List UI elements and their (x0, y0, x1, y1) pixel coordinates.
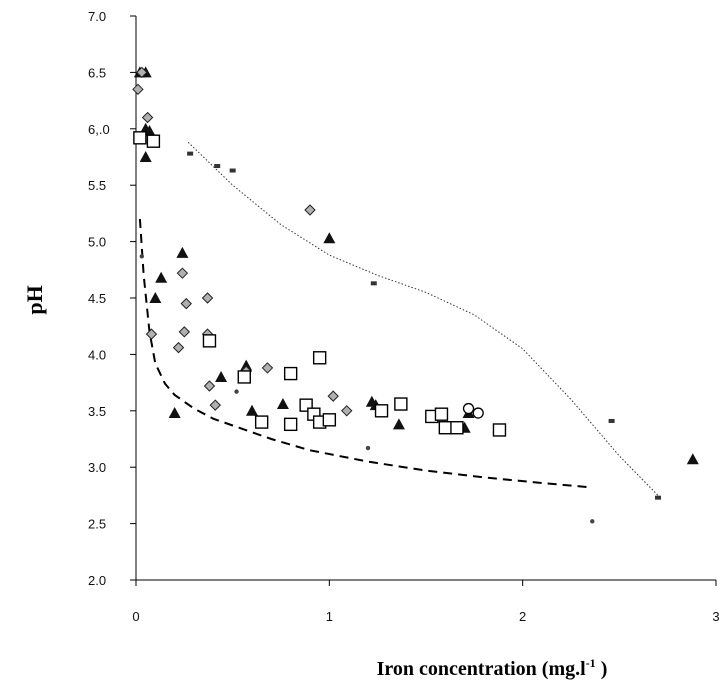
triangle-point (686, 453, 699, 465)
triangle-point (240, 359, 253, 371)
open-square-point (254, 415, 269, 429)
diamond-point (172, 341, 185, 354)
diamond-point (178, 326, 191, 338)
x-axis: 0 1 2 3 (132, 579, 720, 624)
trend-line-dotted (187, 141, 659, 496)
x-tick-label: 2 (519, 609, 526, 624)
y-tick-label: 5.0 (88, 235, 106, 250)
triangle-point (276, 398, 289, 410)
y-tick-label: 5.5 (88, 178, 106, 193)
open-square-point (374, 404, 389, 418)
diamond-point (304, 204, 316, 216)
open-square-point (450, 421, 464, 435)
open-square-point (322, 413, 337, 427)
y-tick-label: 3.0 (88, 460, 106, 475)
trend-lines (138, 141, 659, 496)
y-tick-label: 4.0 (88, 347, 106, 362)
triangle-point (246, 404, 258, 416)
diamond-point (180, 297, 192, 310)
small-square-point (370, 281, 377, 286)
diamond-point (141, 111, 154, 124)
dot-point (365, 445, 371, 451)
open-square-point (438, 421, 453, 435)
open-square-point (312, 351, 327, 365)
triangle-point (168, 407, 181, 419)
diamond-point (136, 66, 148, 79)
diamond-point (203, 380, 216, 392)
diamond-point (261, 362, 274, 374)
x-tick-label: 3 (712, 609, 719, 624)
x-tick-label: 0 (132, 609, 139, 624)
open-square-point (202, 334, 217, 348)
y-tick-label: 3.5 (88, 404, 106, 419)
open-square-point (283, 366, 298, 381)
small-square-point (187, 151, 194, 156)
x-axis-label-close: ) (596, 658, 608, 680)
y-tick-label: 6.5 (88, 65, 106, 80)
data-points (132, 66, 699, 524)
x-axis-ticks: 0 1 2 3 (132, 580, 720, 624)
diamond-point (327, 390, 339, 402)
dot-point (234, 389, 239, 394)
triangle-point (176, 246, 189, 258)
diamond-point (201, 292, 214, 304)
diamond-point (132, 83, 144, 96)
y-axis-label: pH (22, 285, 47, 314)
diamond-point (176, 267, 189, 279)
triangle-point (215, 370, 228, 382)
open-circle-point (472, 407, 484, 419)
y-axis-ticks: 2.0 2.5 3.0 3.5 4.0 4.5 5.0 5.5 6,.0 6.5 7.0 (88, 9, 136, 588)
small-square-point (214, 164, 221, 169)
open-square-point (237, 370, 251, 384)
open-square-point (146, 134, 161, 148)
triangle-point (323, 232, 336, 244)
dot-point (139, 254, 144, 259)
x-tick-label: 1 (326, 609, 333, 624)
open-square-point (283, 417, 298, 432)
x-axis-label-exponent: -1 (586, 656, 596, 670)
y-tick-label: 2.5 (88, 517, 106, 532)
diamond-point (145, 328, 158, 340)
open-circle-point (462, 402, 475, 415)
y-tick-label: 7.0 (88, 9, 106, 24)
triangle-point (392, 418, 405, 430)
triangle-point (155, 271, 168, 283)
y-tick-label: 2.0 (88, 573, 106, 588)
small-square-point (655, 495, 661, 500)
open-square-point (492, 423, 507, 437)
small-square-point (608, 418, 615, 423)
diamond-point (209, 399, 221, 411)
open-square-point (434, 407, 449, 421)
diamond-point (341, 405, 353, 417)
x-axis-label: Iron concentration (mg.l-1 ) (377, 656, 608, 680)
small-square-point (229, 168, 236, 173)
triangle-point (149, 292, 162, 303)
y-tick-label: 4.5 (88, 291, 106, 306)
y-tick-label: 6,.0 (88, 122, 110, 137)
x-axis-label-main: Iron concentration (mg.l (377, 658, 586, 680)
open-square-point (394, 397, 408, 411)
triangle-point (139, 151, 152, 162)
y-axis: 2.0 2.5 3.0 3.5 4.0 4.5 5.0 5.5 6,.0 6.5 7.0 (88, 9, 137, 588)
dot-point (590, 519, 595, 524)
open-square-point (133, 131, 147, 145)
